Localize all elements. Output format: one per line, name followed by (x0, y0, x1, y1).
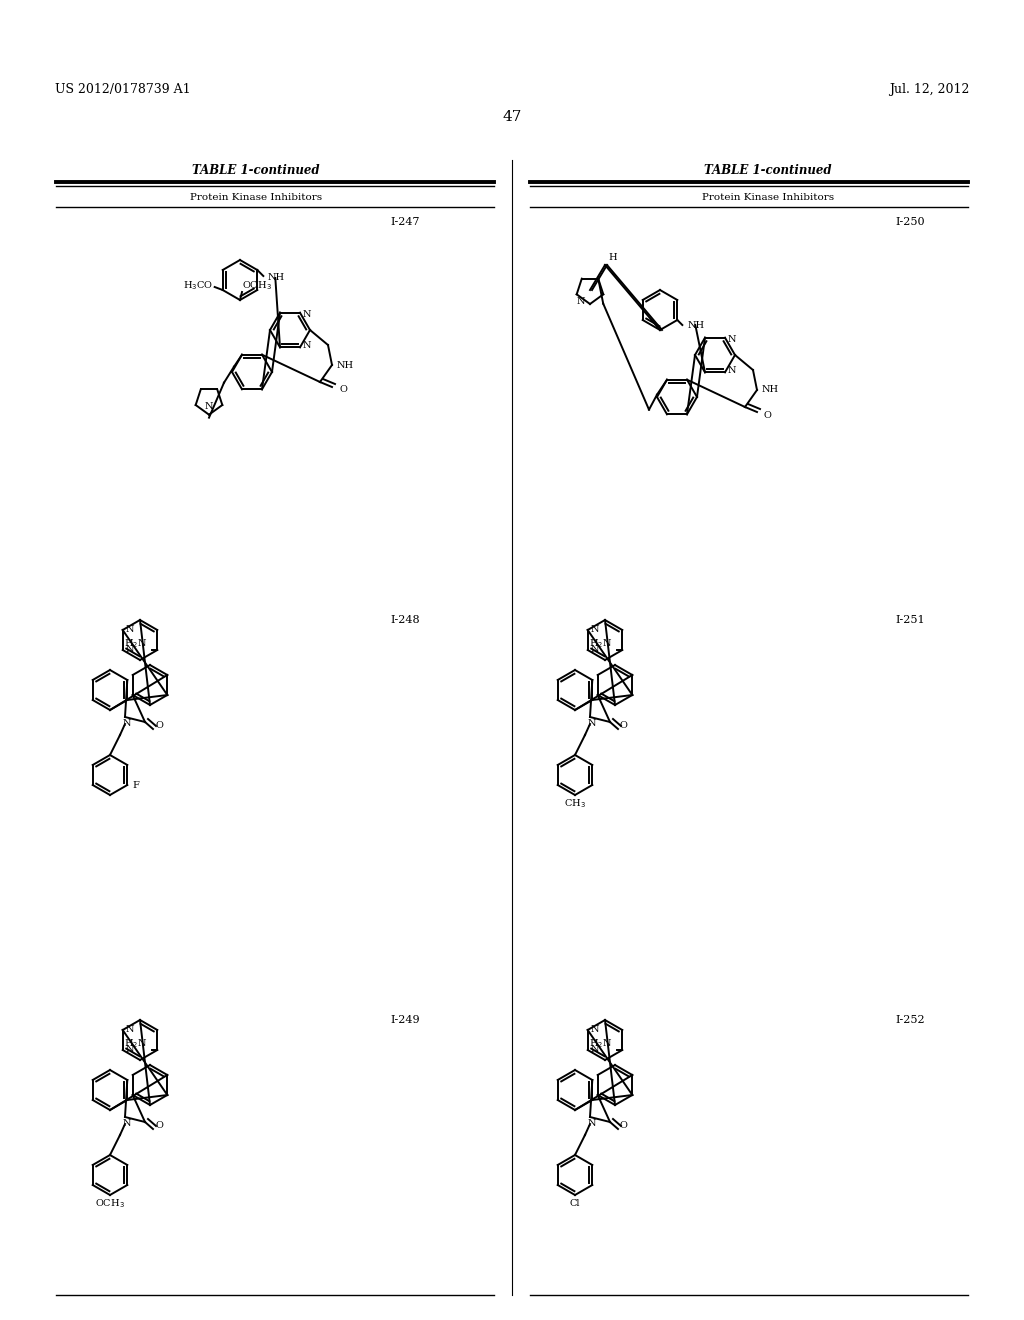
Text: N: N (588, 719, 596, 729)
Text: N: N (577, 297, 585, 305)
Text: OCH$_3$: OCH$_3$ (95, 1197, 125, 1210)
Text: O: O (764, 411, 772, 420)
Text: N: N (728, 366, 736, 375)
Text: N: N (728, 335, 736, 345)
Text: H$_2$N: H$_2$N (589, 638, 612, 651)
Text: N: N (126, 645, 134, 655)
Text: H$_2$N: H$_2$N (589, 1038, 612, 1051)
Text: NH: NH (762, 385, 779, 395)
Text: NH: NH (267, 273, 285, 282)
Text: I-247: I-247 (390, 216, 420, 227)
Text: N: N (126, 1045, 134, 1055)
Text: I-249: I-249 (390, 1015, 420, 1026)
Text: Jul. 12, 2012: Jul. 12, 2012 (889, 83, 969, 96)
Text: US 2012/0178739 A1: US 2012/0178739 A1 (55, 83, 190, 96)
Text: I-250: I-250 (895, 216, 925, 227)
Text: N: N (303, 310, 311, 319)
Text: H$_2$N: H$_2$N (124, 638, 147, 651)
Text: N: N (303, 341, 311, 350)
Text: N: N (591, 645, 599, 655)
Text: TABLE 1-continued: TABLE 1-continued (193, 164, 319, 177)
Text: N: N (126, 1026, 134, 1035)
Text: N: N (205, 403, 213, 411)
Text: NH: NH (337, 360, 354, 370)
Text: O: O (155, 721, 163, 730)
Text: NH: NH (687, 321, 705, 330)
Text: O: O (339, 385, 347, 395)
Text: N: N (588, 1119, 596, 1129)
Text: H$_3$CO: H$_3$CO (182, 280, 213, 293)
Text: N: N (591, 626, 599, 635)
Text: OCH$_3$: OCH$_3$ (242, 280, 271, 293)
Text: I-252: I-252 (895, 1015, 925, 1026)
Text: I-251: I-251 (895, 615, 925, 624)
Text: 47: 47 (503, 110, 521, 124)
Text: N: N (591, 1045, 599, 1055)
Text: Protein Kinase Inhibitors: Protein Kinase Inhibitors (189, 194, 323, 202)
Text: CH$_3$: CH$_3$ (564, 797, 586, 810)
Text: N: N (123, 719, 131, 729)
Text: O: O (620, 1121, 628, 1130)
Text: O: O (620, 721, 628, 730)
Text: TABLE 1-continued: TABLE 1-continued (705, 164, 831, 177)
Text: H$_2$N: H$_2$N (124, 1038, 147, 1051)
Text: N: N (123, 1119, 131, 1129)
Text: N: N (126, 626, 134, 635)
Text: H: H (608, 253, 616, 263)
Text: I-248: I-248 (390, 615, 420, 624)
Text: Cl: Cl (569, 1200, 581, 1209)
Text: N: N (591, 1026, 599, 1035)
Text: Protein Kinase Inhibitors: Protein Kinase Inhibitors (701, 194, 835, 202)
Text: F: F (132, 780, 139, 789)
Text: O: O (155, 1121, 163, 1130)
